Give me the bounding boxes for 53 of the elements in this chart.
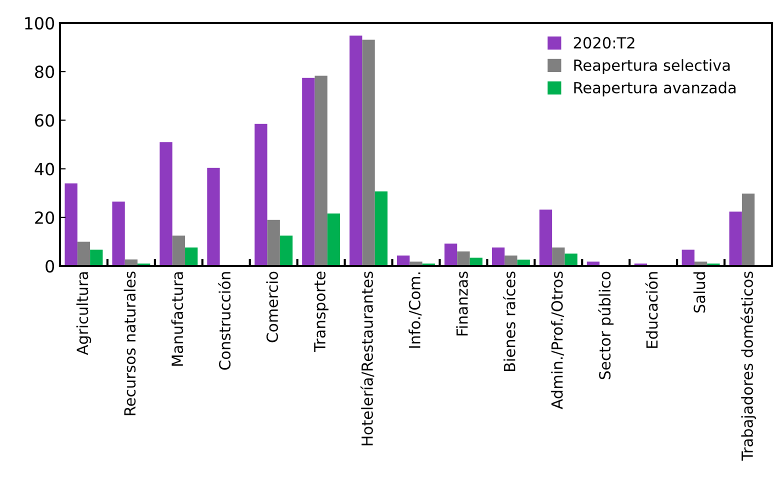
x-tick-label: Manufactura bbox=[171, 272, 184, 366]
y-tick-label: 80 bbox=[35, 66, 54, 78]
bar bbox=[457, 251, 470, 266]
bar bbox=[492, 248, 505, 266]
bar bbox=[280, 236, 293, 266]
bar bbox=[539, 210, 552, 266]
x-tick-label: Admin./Prof./Otros bbox=[551, 272, 564, 410]
bar bbox=[504, 256, 518, 266]
bar bbox=[552, 248, 565, 266]
x-tick-label: Recursos naturales bbox=[124, 272, 136, 416]
bar bbox=[729, 212, 742, 266]
bar bbox=[742, 194, 755, 266]
x-tick-label: Hotelería/Restaurantes bbox=[360, 272, 374, 446]
bar bbox=[362, 40, 375, 266]
bar bbox=[350, 36, 362, 266]
x-tick-label: Info./Com. bbox=[408, 272, 422, 348]
bar bbox=[327, 214, 340, 266]
x-tick-label: Construcción bbox=[218, 272, 231, 370]
legend-label: Reapertura avanzada bbox=[574, 82, 736, 96]
bar bbox=[267, 220, 280, 266]
x-tick-label: Finanzas bbox=[456, 272, 468, 336]
bar bbox=[302, 78, 315, 266]
bar bbox=[314, 76, 328, 266]
x-tick-label: Transporte bbox=[314, 272, 328, 352]
y-tick-label: 40 bbox=[34, 162, 54, 176]
x-tick-label: Salud bbox=[693, 272, 706, 313]
bar bbox=[160, 142, 172, 266]
bar bbox=[374, 191, 388, 266]
x-tick-label: Educación bbox=[645, 272, 658, 348]
bar bbox=[254, 124, 268, 266]
bar bbox=[90, 250, 103, 266]
x-tick-label: Sector público bbox=[598, 272, 614, 380]
y-tick-label: 0 bbox=[46, 260, 54, 273]
x-tick-label: Bienes raíces bbox=[502, 272, 516, 372]
bar bbox=[184, 248, 198, 266]
legend-label: 2020:T2 bbox=[574, 37, 634, 49]
y-tick-label: 100 bbox=[25, 16, 54, 30]
bar bbox=[397, 256, 410, 266]
bar bbox=[112, 202, 125, 266]
x-tick-label: Comercio bbox=[266, 272, 278, 342]
bar bbox=[77, 242, 90, 266]
bar bbox=[444, 244, 458, 266]
x-tick-label: Agricultura bbox=[76, 272, 92, 356]
bar bbox=[682, 250, 694, 266]
bar bbox=[64, 183, 78, 266]
legend-label: Reapertura selectiva bbox=[574, 59, 730, 74]
x-tick-label: Trabajadores domésticos bbox=[740, 272, 756, 461]
bar bbox=[470, 258, 482, 266]
bar bbox=[564, 254, 578, 266]
bar bbox=[207, 168, 220, 266]
bar bbox=[172, 236, 185, 266]
y-tick-label: 20 bbox=[35, 211, 54, 224]
y-tick-label: 60 bbox=[35, 114, 54, 127]
